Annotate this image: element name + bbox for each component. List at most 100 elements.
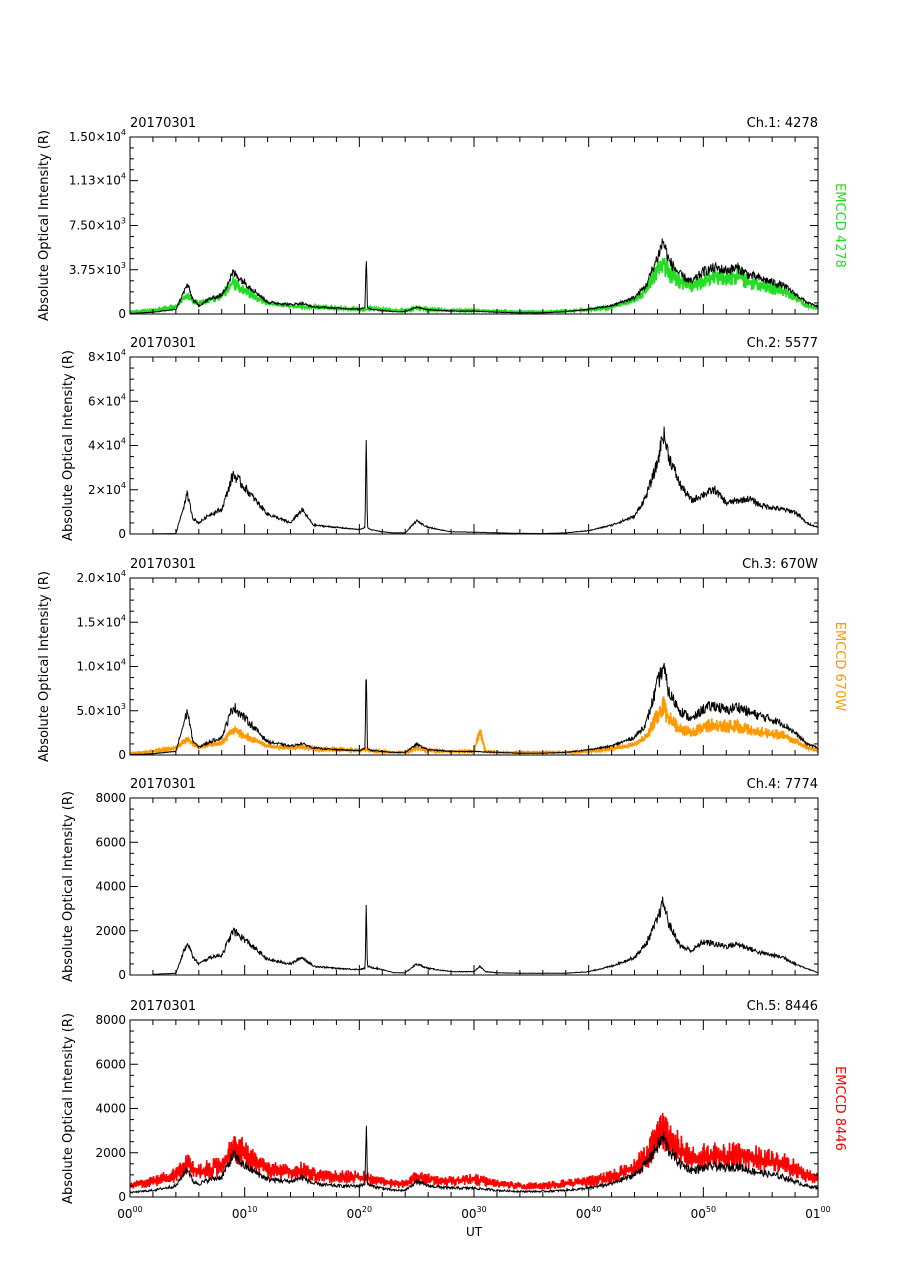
y-tick-label: 3.75×103	[69, 261, 126, 277]
y-tick-label: 0	[118, 307, 126, 321]
x-tick-minute: 30	[477, 1205, 487, 1214]
y-tick-mantissa: 3.75×10	[69, 263, 121, 277]
y-tick-exponent: 3	[121, 217, 126, 226]
y-tick-label: 0	[118, 1190, 126, 1204]
y-tick-label: 4000	[95, 1102, 126, 1116]
x-tick-label: 0100	[805, 1205, 830, 1221]
panel-4: 0 2000 4000 6000 8000 20170301 Ch.4: 7774 Absol…	[61, 777, 819, 982]
plot-frame	[129, 1019, 819, 1198]
y-axis-label: Absolute Optical Intensity (R)	[61, 791, 76, 982]
y-tick-mantissa: 6000	[95, 835, 126, 849]
y-tick-mantissa: 0	[118, 527, 126, 541]
y-tick-label: 8000	[95, 1013, 126, 1027]
y-tick-exponent: 3	[121, 702, 126, 711]
y-tick-exponent: 4	[121, 437, 126, 446]
y-tick-label: 0	[118, 748, 126, 762]
channel-label: Ch.4: 7774	[747, 777, 818, 792]
channel-label: Ch.2: 5577	[747, 336, 818, 351]
y-tick-mantissa: 1.5×10	[76, 615, 120, 629]
y-tick-label: 6000	[95, 835, 126, 849]
date-label: 20170301	[130, 116, 196, 131]
x-tick-hour: 00	[576, 1207, 591, 1221]
y-tick-label: 1.50×104	[69, 128, 126, 144]
x-tick-minute: 00	[821, 1205, 831, 1214]
plot-frame	[129, 356, 819, 535]
y-tick-label: 2000	[95, 924, 126, 938]
x-tick-minute: 50	[706, 1205, 716, 1214]
x-tick-hour: 00	[232, 1207, 247, 1221]
y-axis-label: Absolute Optical Intensity (R)	[61, 350, 76, 541]
y-tick-mantissa: 8000	[95, 791, 126, 805]
x-tick-hour: 00	[347, 1207, 362, 1221]
x-tick-label: 0050	[691, 1205, 716, 1221]
y-tick-label: 8×104	[88, 348, 126, 364]
x-tick-label: 0000	[117, 1205, 142, 1221]
y-tick-mantissa: 1.0×10	[76, 660, 120, 674]
y-tick-label: 1.13×104	[69, 172, 126, 188]
x-tick-minute: 10	[247, 1205, 257, 1214]
overlay-series-label: EMCCD 4278	[832, 183, 847, 268]
x-tick-hour: 00	[691, 1207, 706, 1221]
y-tick-label: 6×104	[88, 392, 126, 408]
date-label: 20170301	[130, 336, 196, 351]
y-tick-mantissa: 0	[118, 968, 126, 982]
y-tick-label: 1.5×104	[76, 613, 126, 629]
y-tick-label: 0	[118, 968, 126, 982]
date-label: 20170301	[130, 777, 196, 792]
y-tick-mantissa: 1.13×10	[69, 174, 121, 188]
y-tick-label: 5.0×103	[76, 702, 126, 718]
x-tick-minute: 00	[133, 1205, 143, 1214]
y-tick-mantissa: 8×10	[88, 350, 121, 364]
plot-frame	[129, 136, 819, 315]
y-tick-label: 6000	[95, 1057, 126, 1071]
y-tick-label: 0	[118, 527, 126, 541]
series-line-1	[152, 896, 818, 975]
y-tick-mantissa: 4×10	[88, 439, 121, 453]
y-tick-mantissa: 5.0×10	[76, 704, 120, 718]
y-tick-mantissa: 2000	[95, 924, 126, 938]
y-tick-mantissa: 6×10	[88, 394, 121, 408]
x-tick-label: 0010	[232, 1205, 257, 1221]
panel-3: 0 5.0×103 1.0×104 1.5×104 2.0×104 20170301 Ch.…	[37, 557, 847, 762]
y-tick-mantissa: 0	[118, 307, 126, 321]
y-tick-mantissa: 4000	[95, 880, 126, 894]
y-tick-mantissa: 2×10	[88, 483, 121, 497]
plot-frame	[129, 797, 819, 976]
y-tick-label: 2×104	[88, 481, 126, 497]
date-label: 20170301	[130, 999, 196, 1014]
x-axis-label: UT	[466, 1225, 483, 1239]
y-tick-label: 4000	[95, 880, 126, 894]
y-tick-label: 2000	[95, 1146, 126, 1160]
channel-label: Ch.3: 670W	[742, 557, 818, 572]
date-label: 20170301	[130, 557, 196, 572]
y-tick-exponent: 4	[121, 348, 126, 357]
series-line-1	[130, 1112, 818, 1190]
channel-label: Ch.1: 4278	[747, 116, 818, 131]
y-tick-mantissa: 0	[118, 748, 126, 762]
x-tick-label: 0030	[461, 1205, 486, 1221]
series-line-2	[130, 662, 818, 755]
y-tick-mantissa: 2.0×10	[76, 571, 120, 585]
x-tick-minute: 20	[362, 1205, 372, 1214]
y-tick-label: 7.50×103	[69, 217, 126, 233]
overlay-series-label: EMCCD 670W	[832, 622, 847, 712]
x-tick-hour: 00	[461, 1207, 476, 1221]
y-tick-mantissa: 6000	[95, 1057, 126, 1071]
x-tick-label: 0020	[347, 1205, 372, 1221]
x-tick-hour: 01	[805, 1207, 820, 1221]
y-tick-exponent: 4	[121, 481, 126, 490]
y-tick-exponent: 4	[121, 658, 126, 667]
y-axis-label: Absolute Optical Intensity (R)	[37, 130, 52, 321]
y-axis-label: Absolute Optical Intensity (R)	[61, 1013, 76, 1204]
x-tick-minute: 40	[591, 1205, 601, 1214]
y-tick-exponent: 3	[121, 261, 126, 270]
y-tick-mantissa: 2000	[95, 1146, 126, 1160]
panel-5: 0 2000 4000 6000 8000 20170301 Ch.5: 8446 Absol…	[61, 999, 847, 1204]
y-tick-label: 2.0×104	[76, 569, 126, 585]
y-tick-label: 8000	[95, 791, 126, 805]
y-tick-mantissa: 8000	[95, 1013, 126, 1027]
panel-1: 03.75×1037.50×1031.13×1041.50×1042017030…	[37, 116, 847, 321]
y-tick-label: 4×104	[88, 437, 126, 453]
